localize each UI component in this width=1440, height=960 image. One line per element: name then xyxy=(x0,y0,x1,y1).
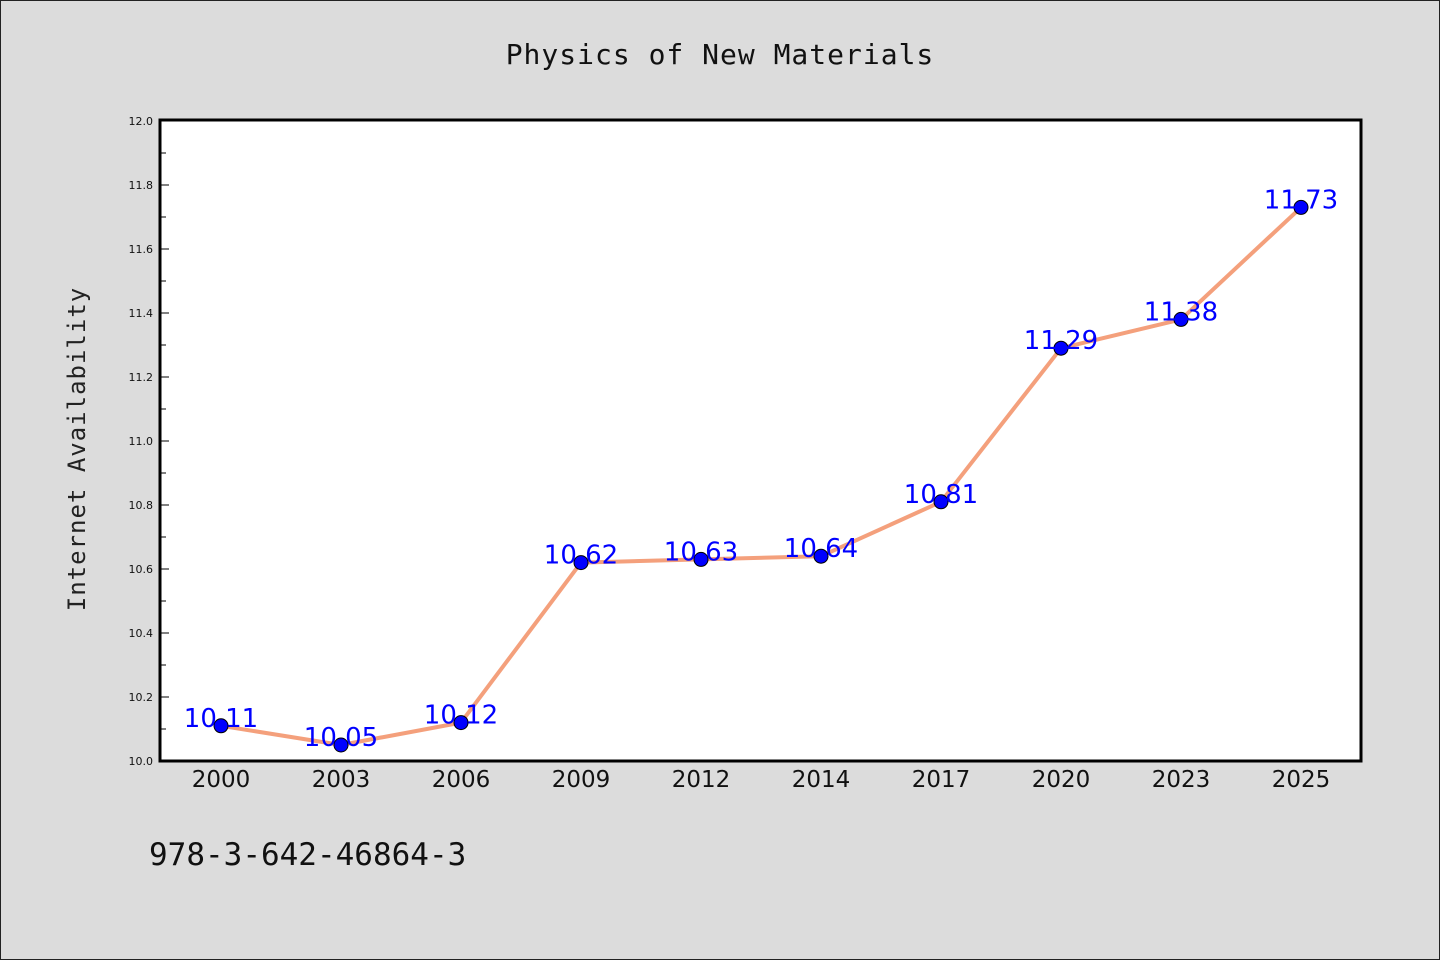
data-label: 11.38 xyxy=(1144,297,1218,327)
x-tick-label: 2003 xyxy=(312,767,371,793)
x-tick-label: 2012 xyxy=(672,767,731,793)
data-point xyxy=(1053,340,1069,356)
y-tick-label: 10.2 xyxy=(129,691,154,704)
x-tick-label: 2009 xyxy=(552,767,611,793)
y-tick-label: 10.4 xyxy=(129,627,154,640)
data-point xyxy=(453,715,469,731)
x-tick-label: 2017 xyxy=(912,767,971,793)
plot-area xyxy=(158,118,1363,763)
data-point xyxy=(1173,311,1189,327)
x-tick-label: 2023 xyxy=(1152,767,1211,793)
y-tick-label: 11.6 xyxy=(129,243,154,256)
y-tick-label: 11.2 xyxy=(129,371,154,384)
y-tick-label: 12.0 xyxy=(129,115,154,128)
data-point xyxy=(333,737,349,753)
data-label: 10.11 xyxy=(184,704,258,734)
series-line xyxy=(220,205,1303,747)
x-axis: 2000 2003 2006 2009 2012 2014 2017 2020 2023 2025 xyxy=(192,767,1331,793)
data-label: 10.05 xyxy=(304,723,378,753)
data-point xyxy=(1293,199,1309,215)
data-point xyxy=(693,551,709,567)
chart-title: Physics of New Materials xyxy=(506,38,935,71)
x-tick-label: 2020 xyxy=(1032,767,1091,793)
data-label: 11.73 xyxy=(1264,185,1338,215)
data-label: 10.62 xyxy=(544,541,618,571)
y-axis-label: Internet Availability xyxy=(63,287,91,611)
data-point xyxy=(213,718,229,734)
data-label: 11.29 xyxy=(1024,326,1098,356)
data-label: 10.12 xyxy=(424,701,498,731)
x-tick-label: 2000 xyxy=(192,767,251,793)
x-tick-label: 2014 xyxy=(792,767,851,793)
series: 10.11 10.05 10.12 10.62 10.63 10.64 10.81 11.29… xyxy=(184,185,1338,753)
x-tick-label: 2006 xyxy=(432,767,491,793)
y-tick-label: 10.8 xyxy=(129,499,154,512)
isbn-label: 978-3-642-46864-3 xyxy=(149,837,466,873)
data-label: 10.81 xyxy=(904,480,978,510)
data-point xyxy=(573,555,589,571)
y-tick-label: 10.0 xyxy=(129,755,154,768)
y-axis: 10.0 10.2 10.4 10.6 10.8 11.0 11.2 11.4 11.6 11.8… xyxy=(129,115,169,768)
data-point xyxy=(933,494,949,510)
y-tick-label: 11.8 xyxy=(129,179,154,192)
y-tick-label: 11.0 xyxy=(129,435,154,448)
y-tick-label: 10.6 xyxy=(129,563,154,576)
y-tick-label: 11.4 xyxy=(129,307,154,320)
data-label: 10.63 xyxy=(664,537,738,567)
data-label: 10.64 xyxy=(784,534,858,564)
x-tick-label: 2025 xyxy=(1272,767,1331,793)
data-point xyxy=(813,548,829,564)
